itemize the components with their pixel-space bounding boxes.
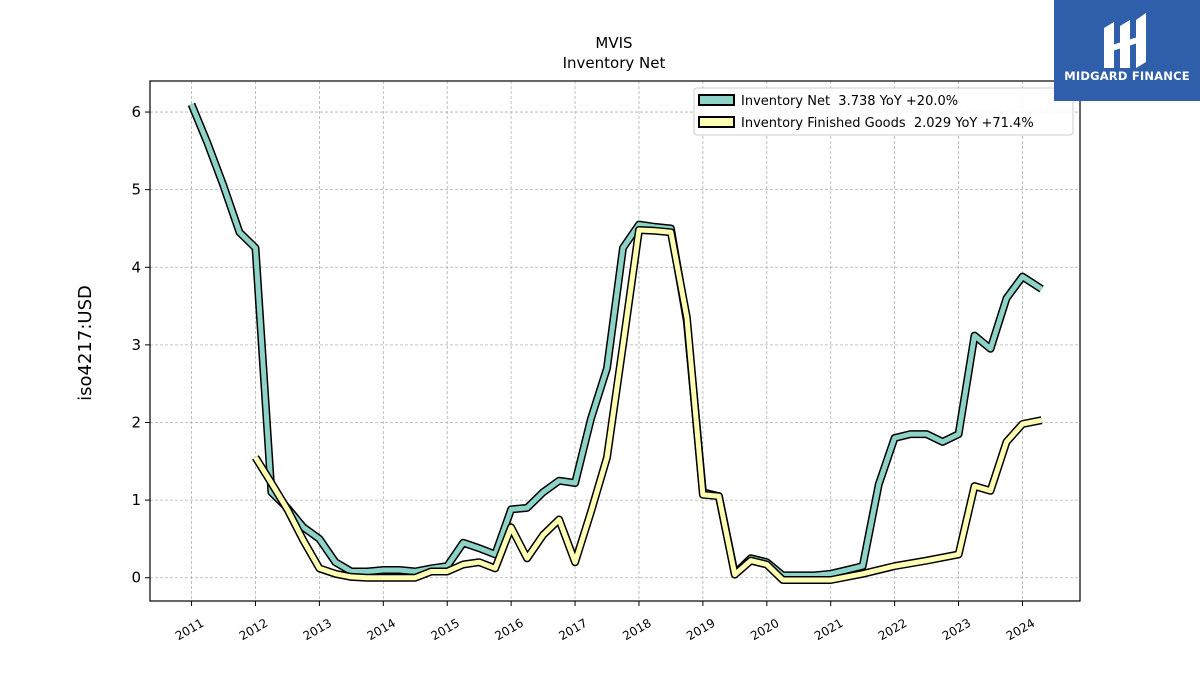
x-tick-label: 2014 [365, 616, 398, 643]
grid [150, 81, 1080, 601]
series-outline-1 [187, 102, 1044, 580]
legend: Inventory Net 3.738 YoY +20.0% Inventory … [693, 87, 1074, 136]
x-tick-label: 2022 [876, 616, 909, 643]
x-tick-label: 2018 [620, 616, 653, 643]
chart-subtitle: Inventory Net [563, 54, 666, 72]
x-tick-label: 2012 [237, 616, 270, 643]
y-tick-label: 1 [131, 491, 141, 509]
brand-logo: MIDGARD FINANCE [1054, 0, 1200, 101]
series-outline-2 [252, 226, 1043, 584]
x-tick-label: 2019 [684, 616, 717, 643]
y-tick-label: 0 [131, 569, 141, 587]
legend-label-2: Inventory Finished Goods 2.029 YoY +71.4… [741, 116, 1034, 131]
x-tick-label: 2020 [748, 616, 781, 643]
brand-name: MIDGARD FINANCE [1064, 69, 1190, 83]
x-tick-label: 2011 [173, 616, 206, 643]
legend-swatch-2 [698, 116, 735, 128]
y-tick-label: 4 [131, 258, 141, 276]
x-tick-label: 2013 [301, 616, 334, 643]
plot-lines [187, 102, 1044, 584]
y-tick-label: 2 [131, 413, 141, 431]
legend-label-1: Inventory Net 3.738 YoY +20.0% [741, 94, 958, 109]
chart-title: MVIS [595, 34, 632, 52]
x-tick-label: 2023 [940, 616, 973, 643]
legend-swatch-1 [698, 94, 735, 106]
series-line-2 [253, 227, 1043, 583]
x-tick-label: 2017 [556, 616, 589, 643]
brand-mark-icon [1104, 13, 1146, 68]
x-tick-label: 2024 [1004, 616, 1037, 643]
x-tick-label: 2015 [428, 616, 461, 643]
plot-frame [149, 80, 1081, 602]
y-axis-label: iso4217:USD [75, 285, 96, 401]
series-line-1 [189, 103, 1043, 578]
x-tick-label: 2021 [812, 616, 845, 643]
y-tick-label: 6 [131, 103, 141, 121]
x-tick-label: 2016 [492, 616, 525, 643]
legend-box [693, 87, 1074, 136]
y-tick-label: 3 [131, 336, 141, 354]
y-tick-label: 5 [131, 181, 141, 199]
